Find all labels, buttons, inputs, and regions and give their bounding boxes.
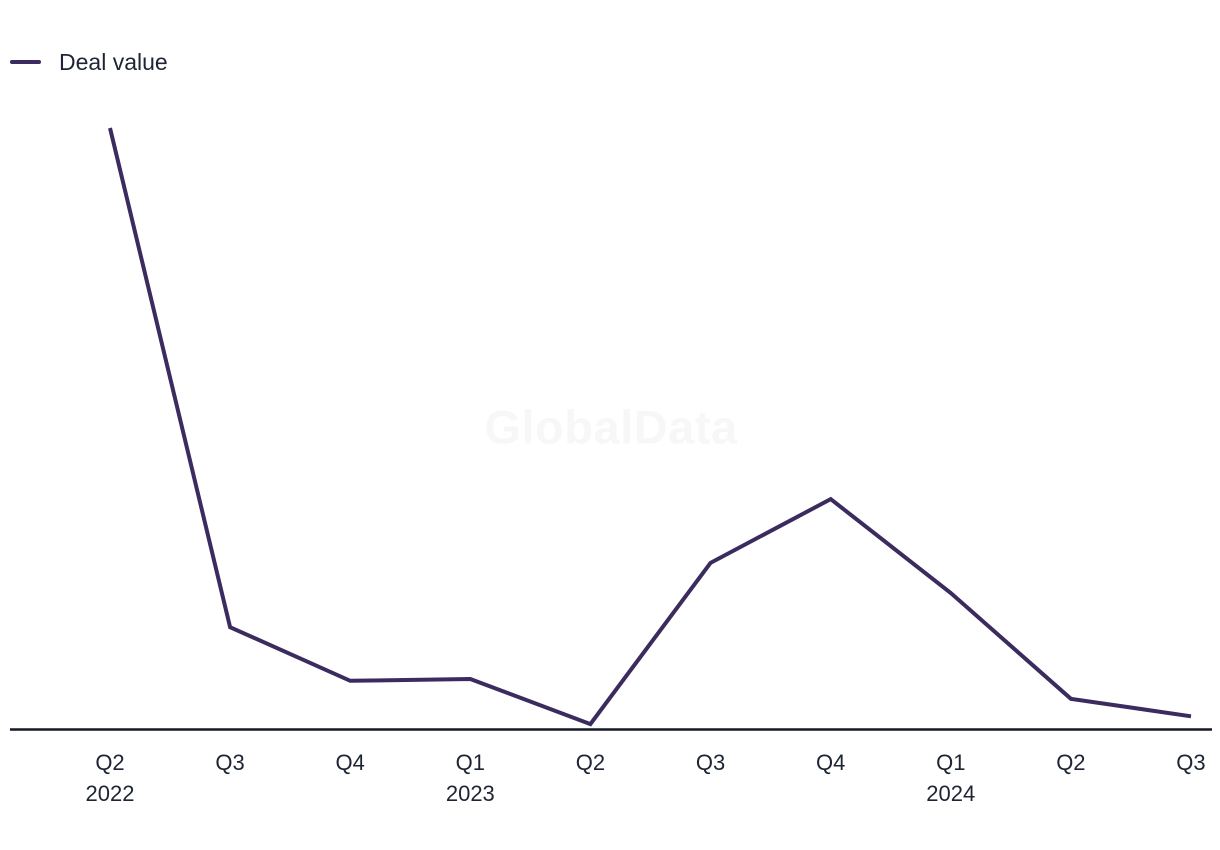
tick-quarter-label: Q3 — [215, 750, 245, 775]
tick-year-label: 2022 — [85, 781, 135, 806]
tick-quarter-label: Q4 — [335, 750, 365, 775]
x-tick-q1-2024: Q1 2024 — [926, 747, 975, 809]
tick-quarter-label: Q4 — [815, 750, 846, 775]
x-tick-q2-2023: Q2 — [576, 747, 605, 778]
x-tick-q4-2022: Q4 — [336, 747, 365, 778]
chart-legend[interactable]: Deal value — [10, 48, 168, 76]
tick-quarter-label: Q2 — [95, 750, 125, 775]
x-tick-q3-2023: Q3 — [696, 747, 725, 778]
x-tick-q1-2023: Q1 2023 — [446, 747, 495, 809]
x-tick-q2-2024: Q2 — [1056, 747, 1085, 778]
x-tick-q3-2022: Q3 — [215, 747, 244, 778]
tick-year-label: 2024 — [926, 781, 976, 806]
tick-quarter-label: Q3 — [695, 750, 726, 775]
tick-quarter-label: Q1 — [455, 750, 486, 775]
tick-quarter-label: Q2 — [575, 750, 606, 775]
deal-value-line — [108, 127, 1192, 727]
tick-quarter-label: Q1 — [936, 750, 966, 775]
tick-quarter-label: Q3 — [1176, 750, 1206, 775]
tick-year-label: 2023 — [445, 781, 495, 806]
legend-label: Deal value — [59, 48, 168, 75]
x-tick-q4-2023: Q4 — [816, 747, 845, 778]
watermark: GlobalData — [484, 400, 738, 454]
x-tick-q3-2024: Q3 — [1176, 747, 1205, 778]
legend-line-swatch-icon — [10, 59, 41, 65]
x-tick-q2-2022: Q2 2022 — [86, 747, 135, 809]
tick-quarter-label: Q2 — [1056, 750, 1086, 775]
